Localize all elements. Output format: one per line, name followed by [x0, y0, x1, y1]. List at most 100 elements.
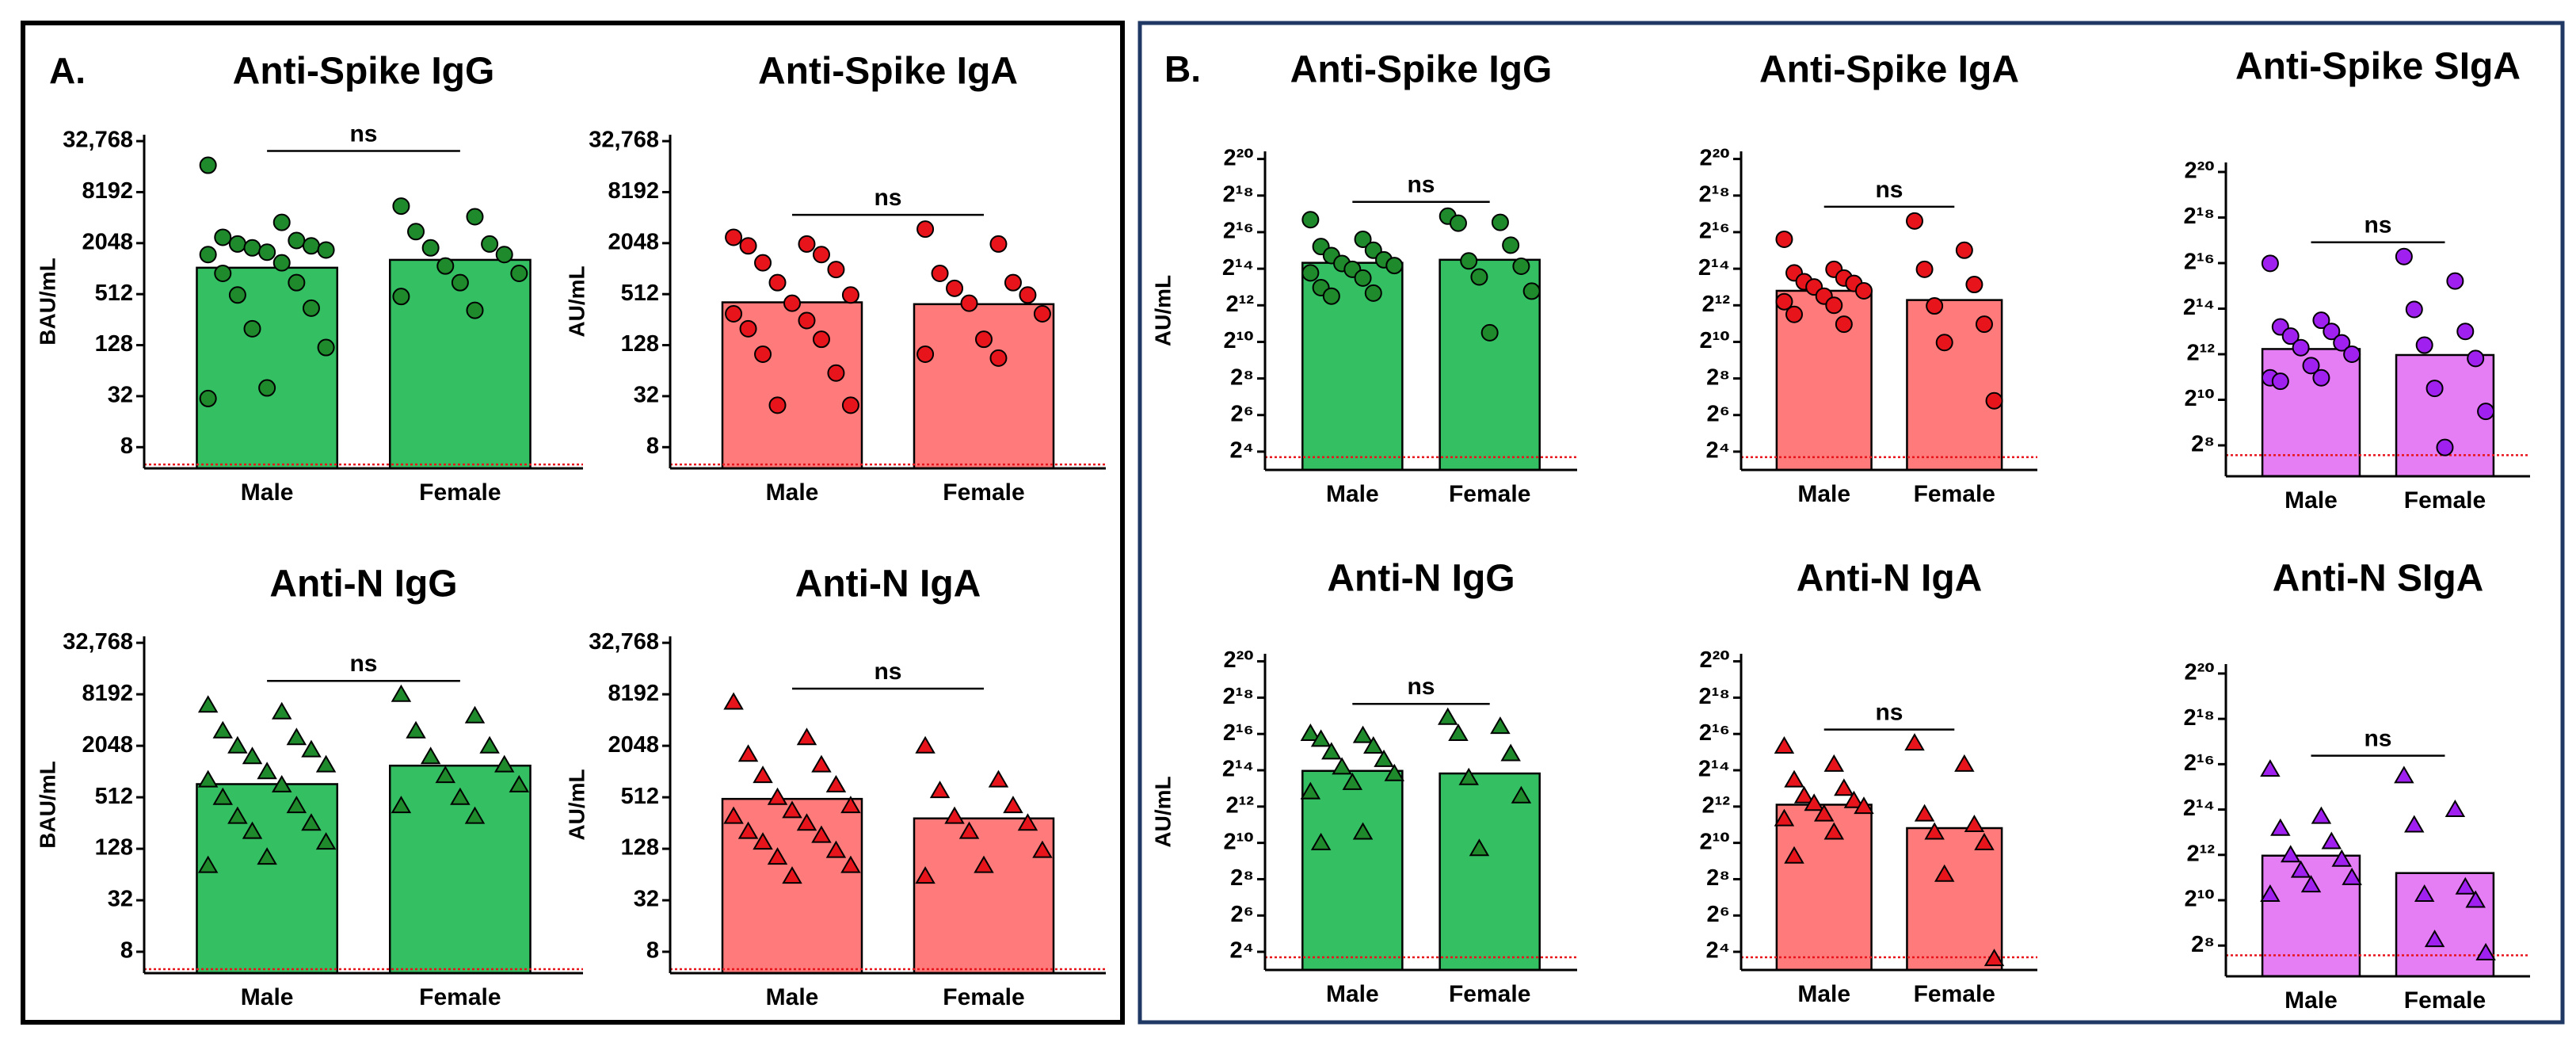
data-point	[302, 237, 320, 255]
bar	[196, 266, 339, 470]
data-point	[1974, 832, 1995, 850]
significance-label: ns	[1875, 700, 1903, 726]
y-tick-label: 2¹⁴	[1698, 757, 1730, 782]
y-tick-label: 2¹⁸	[2184, 705, 2216, 731]
bar	[1906, 827, 2003, 972]
y-tick-label: 32	[634, 887, 659, 912]
data-point	[1825, 296, 1843, 315]
data-point	[739, 319, 757, 338]
data-point	[242, 821, 263, 839]
data-point	[827, 261, 845, 279]
data-point	[286, 727, 307, 746]
data-point	[271, 701, 292, 720]
data-point	[827, 364, 845, 382]
data-point	[960, 294, 978, 312]
data-point	[420, 746, 441, 765]
data-point	[812, 246, 830, 264]
data-point	[1449, 214, 1467, 232]
significance-label: ns	[1407, 172, 1435, 198]
data-point	[243, 239, 261, 257]
x-tick-label: Male	[1326, 981, 1379, 1007]
data-point	[257, 847, 277, 865]
data-point	[1352, 725, 1374, 743]
data-point	[1843, 790, 1865, 808]
data-point	[725, 305, 743, 323]
data-point	[451, 273, 469, 292]
x-tick-label: Female	[1449, 981, 1530, 1007]
data-point	[1935, 334, 1953, 352]
y-tick-label: 2¹⁸	[2184, 204, 2216, 229]
y-tick-label: 2¹⁰	[2185, 887, 2216, 912]
data-point	[1460, 252, 1478, 270]
data-point	[214, 228, 232, 246]
data-point	[1300, 781, 1321, 800]
data-point	[915, 866, 936, 884]
data-point	[916, 220, 935, 239]
data-point	[1301, 211, 1320, 229]
y-tick-label: 512	[621, 784, 659, 809]
data-point	[391, 796, 412, 814]
y-tick-label: 2¹⁴	[2183, 295, 2215, 320]
data-point	[1352, 822, 1374, 840]
data-point	[2331, 849, 2352, 867]
data-point	[212, 720, 234, 739]
data-point	[407, 223, 425, 241]
data-point	[1774, 736, 1795, 754]
y-tick-label: 8	[646, 938, 659, 964]
data-point	[796, 813, 817, 831]
data-point	[1374, 749, 1394, 767]
data-point	[1363, 736, 1384, 754]
data-point	[1823, 754, 1845, 772]
data-point	[1004, 273, 1022, 292]
y-tick-label: 32	[108, 383, 133, 408]
y-tick-label: 2¹²	[1702, 792, 1731, 818]
data-point	[1322, 287, 1340, 305]
data-point	[2342, 867, 2362, 885]
data-point	[315, 832, 337, 850]
data-point	[1854, 796, 1874, 815]
data-point	[436, 257, 455, 275]
data-point	[2395, 247, 2413, 265]
data-point	[737, 744, 759, 762]
y-tick-label: 2¹⁶	[2184, 250, 2215, 275]
data-point	[989, 235, 1008, 253]
y-tick-label: 2¹⁰	[1224, 328, 1255, 353]
data-point	[1975, 315, 1993, 334]
y-tick-label: 8	[646, 433, 659, 459]
data-point	[1804, 793, 1824, 811]
significance-label: ns	[874, 185, 901, 211]
x-tick-label: Male	[1326, 481, 1379, 507]
data-point	[509, 774, 530, 792]
data-point	[228, 235, 246, 253]
data-point	[406, 720, 426, 739]
data-point	[214, 264, 232, 282]
y-tick-label: 128	[95, 331, 133, 357]
data-point	[811, 825, 832, 843]
data-point	[1854, 281, 1873, 300]
chart-title: Anti-N SIgA	[2273, 558, 2484, 600]
data-point	[768, 396, 787, 414]
significance-label: ns	[349, 120, 377, 147]
data-point	[1364, 284, 1382, 302]
data-point	[841, 286, 859, 304]
data-point	[2424, 930, 2445, 948]
y-tick-label: 2⁴	[1706, 438, 1730, 464]
data-point	[1310, 832, 1332, 850]
data-point	[840, 796, 861, 814]
significance-label: ns	[2364, 212, 2391, 239]
data-point	[435, 766, 456, 784]
y-tick-label: 2¹⁸	[1223, 684, 1255, 709]
y-tick-label: 2¹⁰	[1700, 328, 1731, 353]
y-tick-label: 32,768	[589, 128, 659, 153]
data-point	[315, 754, 337, 773]
data-point	[272, 213, 291, 231]
data-point	[1354, 230, 1372, 248]
data-point	[2312, 368, 2330, 387]
x-tick-label: Female	[943, 984, 1024, 1010]
data-point	[1301, 264, 1320, 282]
y-tick-label: 2²⁰	[1700, 145, 1731, 170]
data-point	[1924, 822, 1945, 840]
data-point	[916, 346, 935, 364]
bar	[913, 303, 1055, 470]
